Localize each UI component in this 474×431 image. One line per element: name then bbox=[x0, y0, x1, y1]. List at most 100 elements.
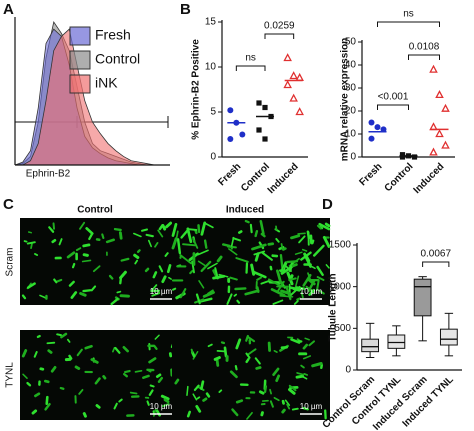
legend-swatch bbox=[69, 50, 91, 70]
cell bbox=[34, 392, 41, 398]
cell bbox=[220, 341, 226, 345]
cell bbox=[189, 269, 194, 275]
cell bbox=[158, 265, 164, 273]
y-tick-label: 30 bbox=[345, 83, 357, 94]
cell bbox=[51, 238, 57, 244]
y-axis-label: mRNA relative expression bbox=[340, 38, 351, 162]
cell bbox=[182, 243, 196, 247]
cell bbox=[288, 277, 297, 281]
cell bbox=[205, 392, 211, 398]
cell bbox=[290, 234, 301, 240]
cell bbox=[39, 294, 47, 299]
scale-bar-label: 10 µm bbox=[300, 402, 323, 411]
cell bbox=[291, 263, 298, 268]
cell bbox=[269, 400, 274, 408]
data-point bbox=[227, 107, 234, 114]
cell bbox=[26, 282, 36, 289]
cell bbox=[279, 253, 284, 271]
data-point bbox=[289, 93, 298, 102]
box bbox=[413, 278, 432, 317]
x-tick-label: Fresh bbox=[216, 161, 243, 188]
cell bbox=[276, 269, 283, 284]
cell bbox=[79, 292, 87, 297]
cell bbox=[200, 260, 212, 273]
cell bbox=[316, 276, 325, 281]
significance-bracket bbox=[408, 54, 440, 60]
y-tick-label: 5 bbox=[210, 107, 216, 118]
annotation: 0.0067 bbox=[420, 249, 451, 260]
cell bbox=[249, 223, 253, 234]
data-point bbox=[441, 140, 450, 149]
cell bbox=[123, 372, 128, 378]
cell bbox=[258, 390, 265, 395]
cell bbox=[296, 372, 304, 376]
cell bbox=[66, 251, 76, 259]
data-point bbox=[399, 154, 406, 160]
data-point bbox=[435, 129, 444, 138]
cell bbox=[207, 262, 218, 270]
cell bbox=[230, 236, 235, 247]
cell bbox=[215, 358, 220, 367]
cell bbox=[129, 391, 138, 395]
histogram-area bbox=[15, 28, 170, 166]
cell bbox=[155, 373, 162, 379]
y-axis-label: Tubule Length bbox=[328, 273, 339, 341]
x-tick-label: Fresh bbox=[357, 161, 384, 188]
cell bbox=[286, 271, 294, 286]
data-point bbox=[368, 135, 375, 142]
annotation: ns bbox=[245, 53, 256, 64]
cell bbox=[302, 273, 312, 287]
cell bbox=[285, 260, 299, 264]
cell bbox=[146, 400, 150, 406]
panel-letter: C bbox=[3, 196, 14, 213]
y-tick-label: 20 bbox=[345, 106, 357, 117]
cell bbox=[247, 348, 257, 356]
cell bbox=[50, 366, 57, 373]
annotation: 0.0259 bbox=[264, 21, 295, 32]
cell bbox=[233, 293, 238, 297]
box bbox=[439, 328, 458, 346]
cell bbox=[113, 402, 118, 410]
data-point bbox=[256, 127, 262, 133]
cell bbox=[26, 241, 36, 245]
cell bbox=[252, 270, 267, 279]
cell bbox=[260, 411, 264, 417]
cell bbox=[197, 260, 207, 267]
cell bbox=[157, 229, 164, 238]
y-tick-label: 40 bbox=[345, 60, 357, 71]
cell bbox=[246, 411, 253, 420]
image-background bbox=[172, 330, 330, 420]
cell bbox=[267, 278, 282, 287]
cell bbox=[152, 408, 157, 417]
cell bbox=[21, 294, 27, 300]
cell bbox=[105, 238, 115, 244]
cell bbox=[149, 384, 155, 388]
cell bbox=[134, 259, 139, 265]
cell bbox=[27, 231, 33, 234]
cell bbox=[216, 350, 226, 353]
cell bbox=[235, 338, 242, 350]
cell bbox=[113, 227, 122, 232]
cell bbox=[267, 242, 275, 246]
scale-bar-label: 10 µm bbox=[150, 287, 173, 296]
cell bbox=[236, 299, 241, 304]
cell bbox=[244, 219, 250, 224]
cell bbox=[124, 369, 131, 374]
cell bbox=[172, 287, 177, 291]
cell bbox=[195, 293, 201, 305]
micrograph: 10 µm bbox=[172, 330, 330, 420]
cell bbox=[136, 249, 141, 254]
cell bbox=[235, 399, 244, 404]
cell bbox=[286, 403, 291, 410]
annotation: 0.0108 bbox=[409, 42, 440, 53]
cell bbox=[324, 222, 331, 228]
cell bbox=[154, 242, 159, 248]
cell bbox=[302, 355, 312, 360]
cell bbox=[200, 221, 207, 236]
cell bbox=[270, 288, 286, 297]
x-tick-label: Control bbox=[383, 161, 416, 194]
cell bbox=[288, 388, 296, 395]
cell bbox=[179, 254, 183, 259]
cell bbox=[33, 351, 38, 358]
cell bbox=[254, 229, 259, 238]
